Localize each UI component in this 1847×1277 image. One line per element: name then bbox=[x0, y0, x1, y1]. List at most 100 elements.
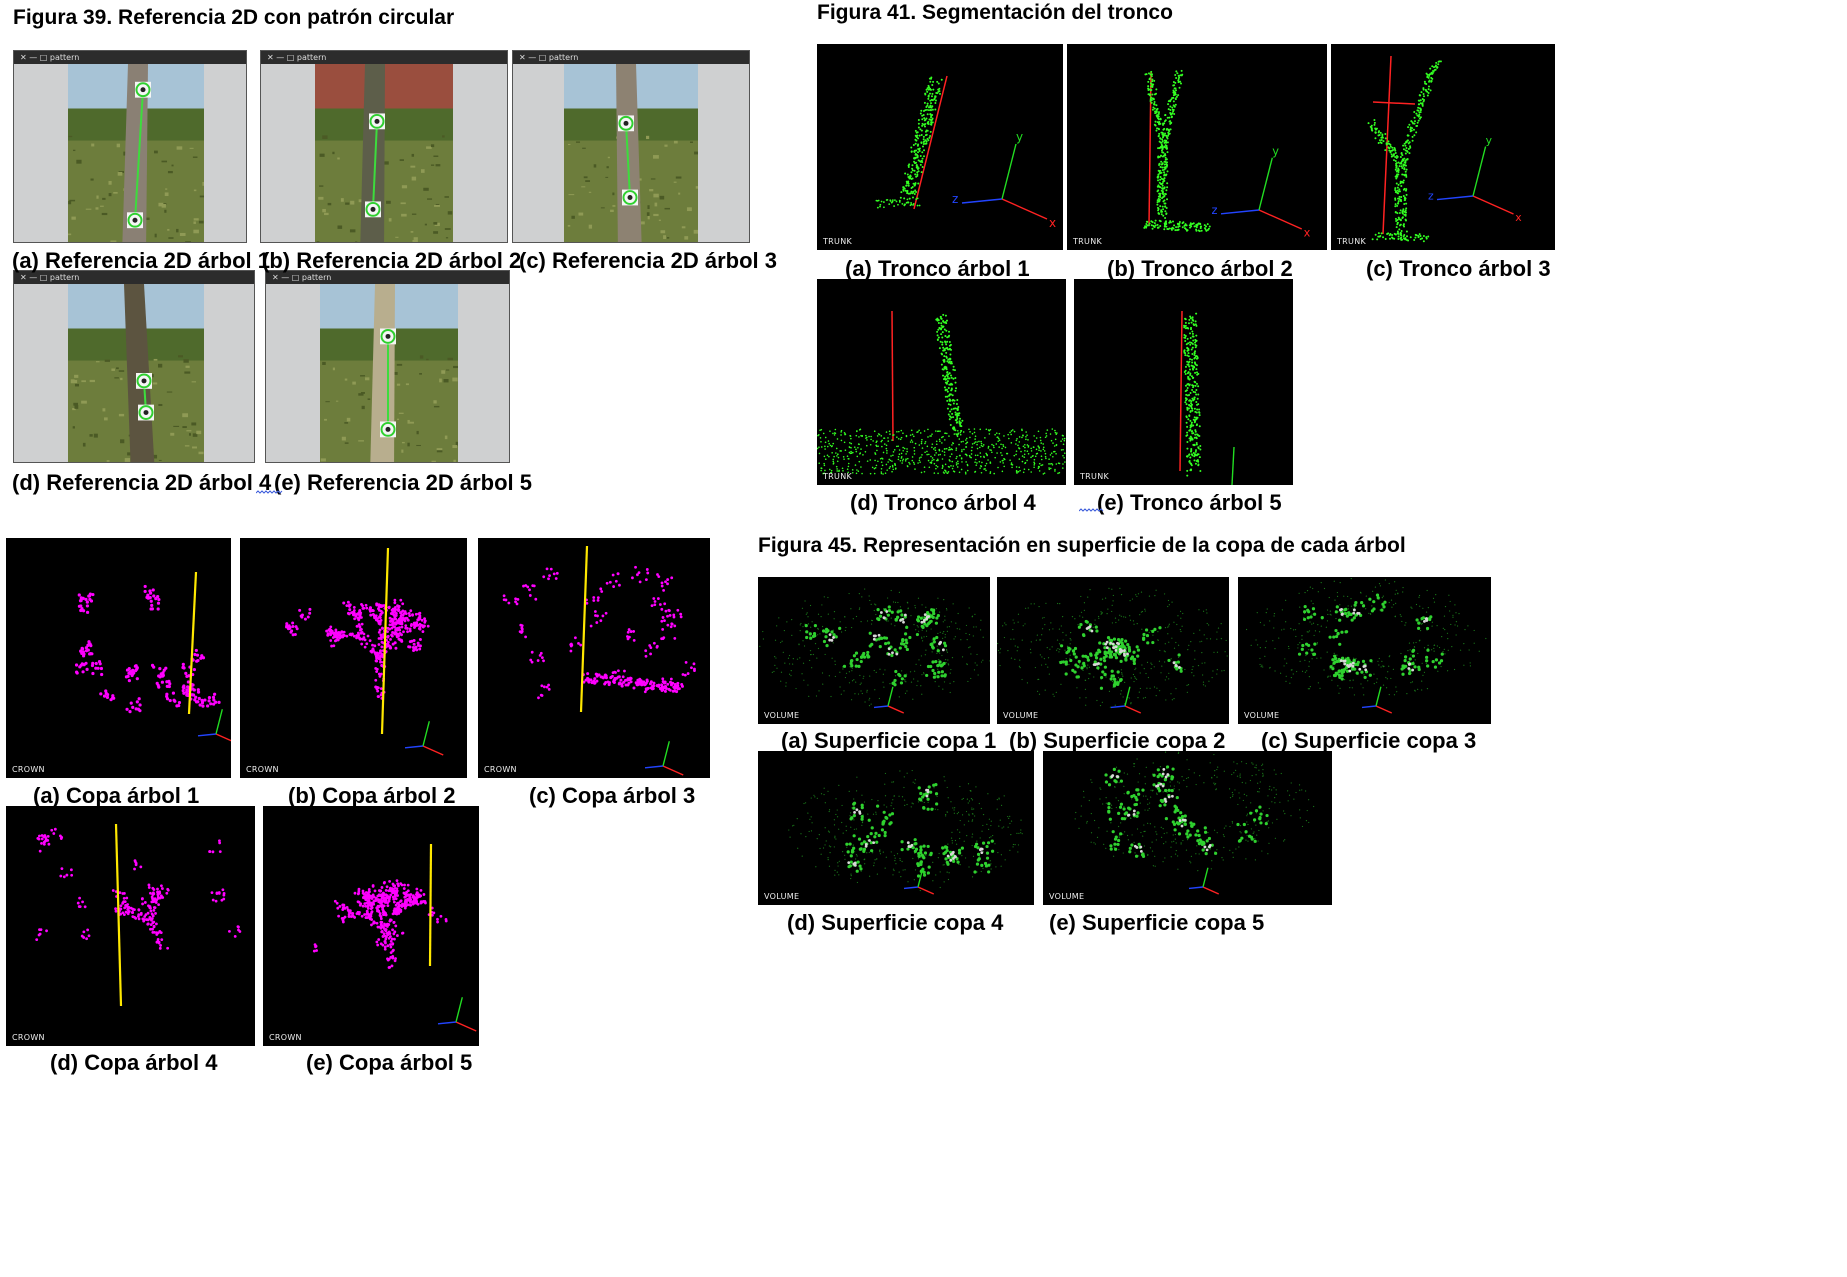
point-cloud bbox=[355, 602, 368, 620]
fig39-caption-b: (b) Referencia 2D árbol 2 bbox=[262, 248, 522, 273]
viewer-label: VOLUME bbox=[1003, 711, 1039, 720]
xyz-axes-gizmo-icon: x y z bbox=[1212, 144, 1311, 240]
point-cloud bbox=[380, 929, 397, 969]
svg-text:y: y bbox=[1486, 134, 1493, 147]
tree-photo bbox=[320, 284, 458, 462]
trunk-viewer-a: x y z TRUNK bbox=[817, 44, 1063, 250]
crown-caption-a: (a) Copa árbol 1 bbox=[33, 783, 200, 808]
circular-pattern-target-icon bbox=[127, 212, 143, 229]
point-cloud bbox=[394, 622, 418, 638]
window-title-bar[interactable]: ✕ — □ pattern bbox=[14, 271, 254, 284]
pattern-window-a[interactable]: ✕ — □ pattern bbox=[13, 50, 247, 243]
point-cloud bbox=[1371, 232, 1430, 243]
fig45-caption-e: (e) Superficie copa 5 bbox=[1049, 910, 1265, 935]
surface-mesh bbox=[759, 588, 990, 708]
crown-viewer-e: CROWN bbox=[263, 806, 479, 1046]
xyz-axes-gizmo-icon bbox=[404, 721, 444, 756]
trunk-viewer-b: x y z TRUNK bbox=[1067, 44, 1327, 250]
point-cloud bbox=[114, 904, 134, 916]
pattern-window-b[interactable]: ✕ — □ pattern bbox=[260, 50, 508, 243]
xyz-axes-gizmo-icon bbox=[197, 709, 231, 742]
viewer-label: TRUNK bbox=[823, 237, 853, 246]
viewer-label: CROWN bbox=[12, 765, 45, 774]
point-cloud bbox=[329, 631, 345, 648]
xyz-axes-gizmo-icon: x y z bbox=[1428, 134, 1522, 224]
circular-pattern-target-icon bbox=[380, 421, 396, 438]
point-cloud bbox=[1367, 118, 1407, 168]
xyz-axes-gizmo-icon bbox=[1361, 686, 1393, 714]
point-cloud bbox=[1156, 141, 1169, 220]
point-cloud bbox=[1395, 71, 1434, 170]
surface-mesh bbox=[1074, 751, 1315, 872]
point-cloud bbox=[362, 895, 374, 919]
trunk-viewer-d: TRUNK bbox=[817, 279, 1066, 485]
circular-pattern-target-icon bbox=[380, 328, 396, 345]
point-cloud bbox=[410, 617, 427, 627]
crown-caption-c: (c) Copa árbol 3 bbox=[529, 783, 696, 808]
window-title-bar[interactable]: ✕ — □ pattern bbox=[261, 51, 507, 64]
point-cloud bbox=[312, 893, 448, 953]
circular-pattern-target-icon bbox=[618, 115, 634, 132]
crown-viewer-c: CROWN bbox=[478, 538, 710, 778]
point-cloud bbox=[388, 880, 399, 896]
window-title-bar[interactable]: ✕ — □ pattern bbox=[266, 271, 509, 284]
fig45-caption-b: (b) Superficie copa 2 bbox=[1009, 728, 1226, 753]
svg-text:z: z bbox=[1212, 203, 1218, 217]
point-cloud bbox=[847, 788, 984, 867]
fig41-caption-c: (c) Tronco árbol 3 bbox=[1366, 256, 1551, 281]
viewer-label: CROWN bbox=[484, 765, 517, 774]
point-cloud bbox=[376, 617, 388, 639]
spellcheck-squiggle-icon bbox=[1079, 508, 1104, 512]
window-title-bar[interactable]: ✕ — □ pattern bbox=[14, 51, 246, 64]
svg-text:y: y bbox=[1016, 130, 1023, 144]
svg-text:z: z bbox=[1428, 190, 1434, 203]
crown-caption-e: (e) Copa árbol 5 bbox=[306, 1050, 473, 1075]
crown-viewer-a: CROWN bbox=[6, 538, 231, 778]
point-cloud bbox=[374, 603, 385, 623]
figure-39-title: Figura 39. Referencia 2D con patrón circ… bbox=[13, 6, 455, 29]
point-cloud bbox=[146, 917, 170, 950]
spellcheck-squiggle-icon bbox=[256, 490, 283, 494]
fig39-caption-a: (a) Referencia 2D árbol 1 bbox=[12, 248, 270, 273]
point-cloud bbox=[413, 623, 430, 633]
pattern-window-e[interactable]: ✕ — □ pattern bbox=[265, 270, 510, 463]
point-cloud bbox=[1110, 768, 1212, 853]
viewer-label: CROWN bbox=[269, 1033, 302, 1042]
fig41-caption-d: (d) Tronco árbol 4 bbox=[850, 490, 1036, 515]
fig45-caption-d: (d) Superficie copa 4 bbox=[787, 910, 1004, 935]
point-cloud bbox=[147, 883, 157, 904]
svg-text:x: x bbox=[1304, 226, 1311, 240]
point-cloud bbox=[378, 908, 391, 937]
viewer-label: CROWN bbox=[12, 1033, 45, 1042]
point-cloud bbox=[1143, 219, 1211, 233]
surface-viewer-c: VOLUME bbox=[1238, 577, 1491, 724]
svg-text:z: z bbox=[952, 192, 958, 206]
surface-viewer-d: VOLUME bbox=[758, 751, 1034, 905]
viewer-label: TRUNK bbox=[1080, 472, 1110, 481]
pattern-window-c[interactable]: ✕ — □ pattern bbox=[512, 50, 750, 243]
point-cloud bbox=[875, 197, 921, 209]
surface-viewer-e: VOLUME bbox=[1043, 751, 1332, 905]
window-title-bar[interactable]: ✕ — □ pattern bbox=[513, 51, 749, 64]
point-cloud bbox=[502, 565, 696, 700]
xyz-axes-gizmo-icon bbox=[903, 867, 935, 895]
crown-caption-b: (b) Copa árbol 2 bbox=[288, 783, 456, 808]
svg-text:x: x bbox=[1515, 211, 1522, 224]
pattern-window-d[interactable]: ✕ — □ pattern bbox=[13, 270, 255, 463]
tree-photo bbox=[564, 64, 698, 242]
viewer-label: VOLUME bbox=[764, 892, 800, 901]
circular-pattern-target-icon bbox=[136, 373, 152, 389]
circular-pattern-target-icon bbox=[369, 113, 385, 130]
point-cloud bbox=[412, 893, 426, 904]
point-cloud bbox=[393, 898, 415, 915]
circular-pattern-target-icon bbox=[622, 189, 638, 206]
circular-pattern-target-icon bbox=[365, 201, 381, 218]
point-cloud bbox=[1059, 619, 1183, 690]
fig39-caption-e: (e) Referencia 2D árbol 5 bbox=[274, 470, 532, 495]
point-cloud bbox=[1394, 158, 1408, 241]
point-cloud bbox=[1104, 765, 1269, 859]
tree-photo bbox=[68, 64, 204, 242]
surface-viewer-a: VOLUME bbox=[758, 577, 990, 724]
point-cloud bbox=[1160, 69, 1184, 149]
viewer-label: TRUNK bbox=[1073, 237, 1103, 246]
